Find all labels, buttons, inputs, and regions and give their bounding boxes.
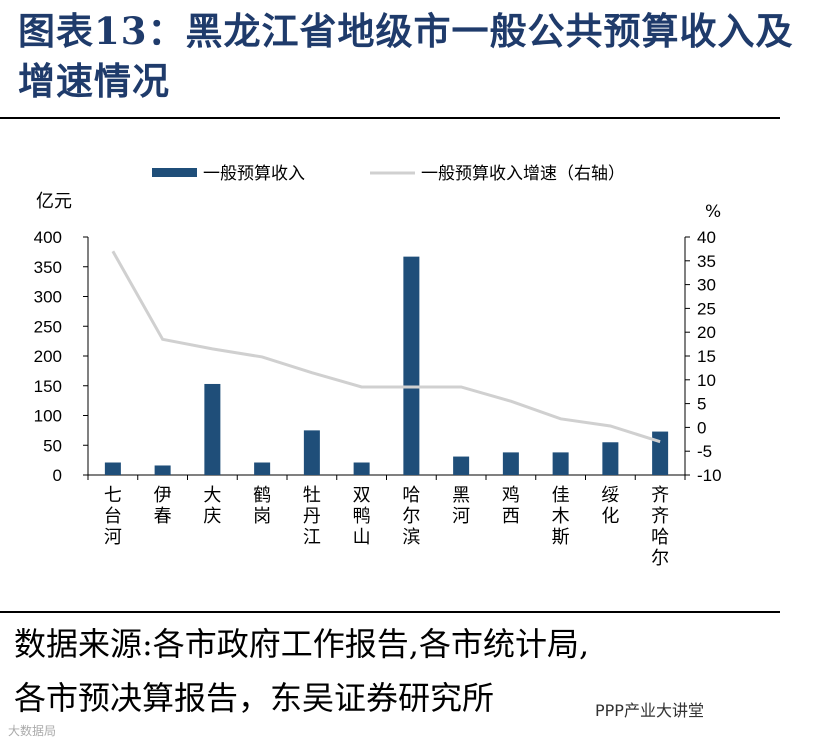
bar-双鸭山 [353,462,370,475]
bar-佳木斯 [552,452,569,475]
bar-黑河 [453,456,470,475]
chart-area: 0 50 100 150 200 250 300 350 400 -10 -5 0 5 10 15 20 25 3… [34,164,722,569]
right-tick-label: -5 [697,442,712,461]
bar-鸡西 [502,452,519,475]
right-tick-label: 30 [697,276,716,295]
x-tick-label: 黑河 [452,485,470,527]
bar-牡丹江 [303,430,320,475]
source-line-1: 数据来源:各市政府工作报告,各市统计局, [14,625,590,663]
left-tick-label: 400 [34,228,62,247]
source-line-2: 各市预决算报告，东吴证券研究所 [14,679,495,717]
x-tick-label: 牡丹江 [303,485,321,548]
left-axis-unit: 亿元 [36,191,72,212]
right-tick-label: 35 [697,252,716,271]
right-tick-label: 0 [697,418,706,437]
bar-七台河 [104,462,121,475]
bottom-rule [0,611,780,613]
bar-大庆 [204,383,221,475]
left-tick-label: 0 [53,466,62,485]
bar-齐齐哈尔 [652,431,669,475]
left-tick-label: 50 [43,436,62,455]
right-tick-label: 40 [697,228,716,247]
bar-哈尔滨 [403,256,420,475]
right-tick-label: 15 [697,347,716,366]
x-tick-label: 伊春 [154,485,172,527]
top-rule [0,117,780,119]
x-tick-label: 绥化 [601,485,619,527]
watermark-text-2: 大数据局 [8,724,57,738]
bar-伊春 [154,465,171,475]
left-tick-label: 350 [34,258,62,277]
left-tick-label: 300 [34,288,62,307]
right-tick-label: -10 [697,466,722,485]
left-tick-label: 150 [34,377,62,396]
bar-鹤岗 [254,462,271,475]
legend-line-label: 一般预算收入增速（右轴） [421,164,625,184]
legend-bar-label: 一般预算收入 [203,164,305,184]
x-tick-label: 佳木斯 [552,485,570,548]
x-tick-label: 七台河 [104,485,122,548]
growth-line [111,250,661,444]
x-tick-label: 鹤岗 [253,485,271,527]
right-tick-label: 20 [697,323,716,342]
watermark-text: PPP产业大讲堂 [595,701,704,720]
bar-绥化 [602,442,619,475]
x-tick-label: 鸡西 [502,485,520,527]
x-tick-label: 哈尔滨 [402,485,420,548]
left-tick-label: 200 [34,347,62,366]
chart-title: 图表13：黑龙江省地级市一般公共预算收入及增速情况 [18,9,794,103]
right-axis-unit: % [705,202,721,222]
left-tick-label: 250 [34,317,62,336]
right-tick-label: 5 [697,395,706,414]
right-tick-label: 10 [697,371,716,390]
right-tick-label: 25 [697,299,716,318]
x-tick-label: 大庆 [203,485,221,527]
legend-bar-swatch [152,168,197,177]
left-tick-label: 100 [34,407,62,426]
x-tick-label: 齐齐哈尔 [651,485,669,569]
x-tick-label: 双鸭山 [353,485,371,548]
